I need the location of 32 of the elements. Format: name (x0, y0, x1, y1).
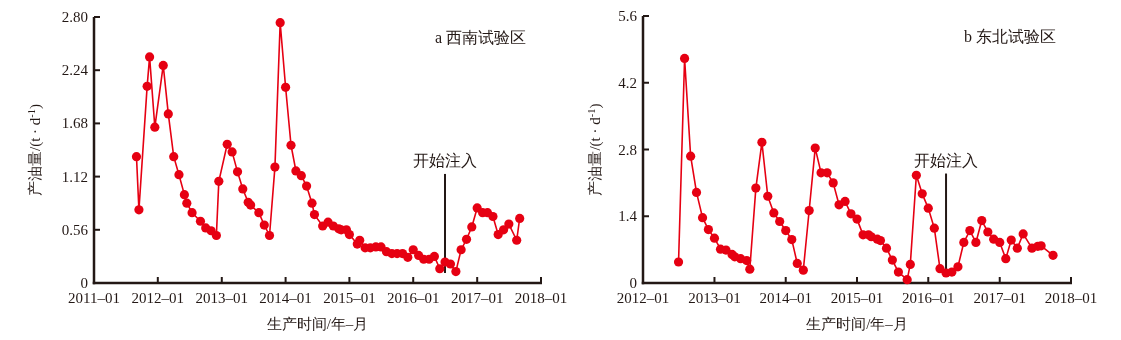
x-tick-label: 2012–01 (131, 290, 185, 306)
x-tick-label: 2014–01 (759, 290, 812, 306)
x-tick-label: 2011–01 (68, 290, 120, 306)
y-tick-label: 0 (80, 275, 88, 291)
y-tick-label: 0.56 (61, 221, 89, 238)
y-tick-label: 1.4 (618, 208, 638, 225)
x-tick-label: 2018–01 (514, 290, 568, 306)
x-tick-label: 2012–01 (616, 290, 670, 306)
x-tick-label: 2013–01 (688, 290, 741, 306)
x-tick-label: 2015–01 (323, 290, 376, 306)
y-tick-label: 2.80 (61, 9, 88, 25)
x-tick-label: 2016–01 (386, 290, 440, 306)
x-axis-title: 生产时间/年–月 (266, 316, 369, 332)
text: b 东北试验区 (964, 28, 1056, 45)
x-tick-label: 2015–01 (830, 290, 884, 306)
x-tick-label: 2018–01 (1044, 290, 1098, 306)
y-tick-label: 1.12 (61, 168, 88, 185)
x-tick-label: 2014–01 (259, 290, 312, 306)
ref-line-label: 开始注入 (413, 151, 478, 169)
y-tick-label: 0 (629, 275, 637, 291)
text: a 西南试验区 (434, 29, 526, 46)
y-tick-label: 5.6 (618, 8, 638, 24)
y-tick-label: 4.2 (618, 74, 637, 91)
y-tick-label: 2.24 (61, 62, 89, 79)
x-tick-label: 2013–01 (195, 290, 249, 306)
ref-line-label: 开始注入 (914, 151, 979, 169)
y-tick-label: 1.68 (61, 115, 88, 132)
x-axis-title: 生产时间/年–月 (806, 316, 908, 332)
x-tick-label: 2017–01 (450, 290, 504, 306)
x-tick-label: 2017–01 (973, 290, 1026, 306)
y-tick-label: 2.8 (618, 141, 637, 158)
x-tick-label: 2016–01 (902, 290, 955, 306)
